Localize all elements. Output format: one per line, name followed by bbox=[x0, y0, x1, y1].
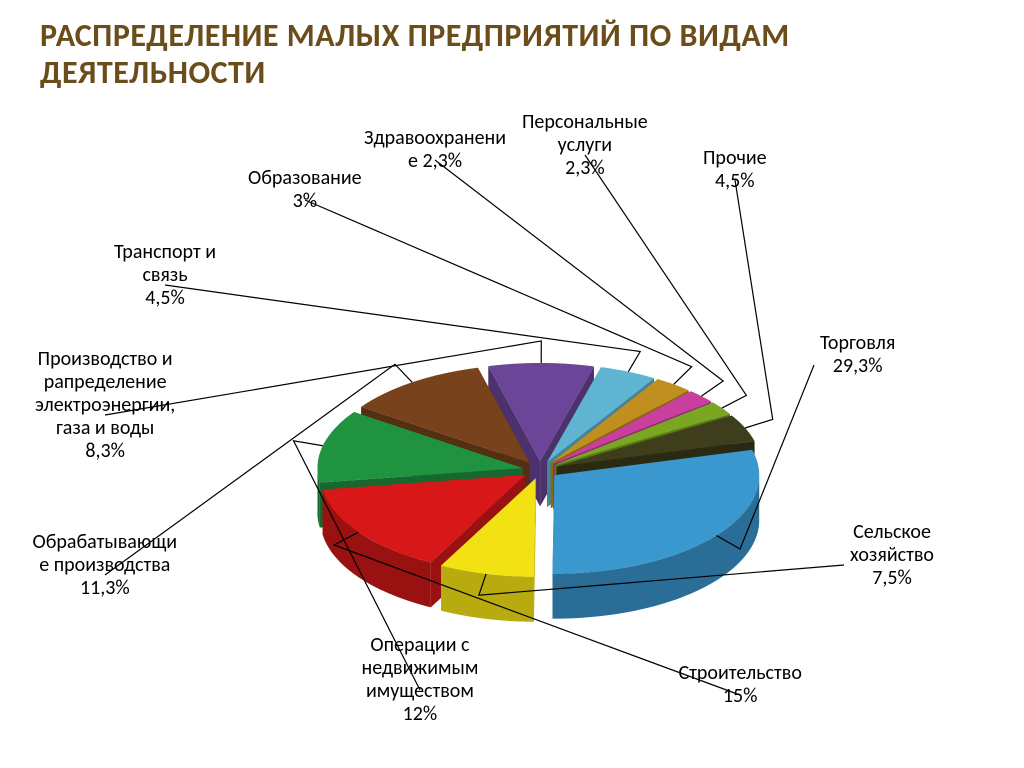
slice-label: Образование3% bbox=[248, 167, 362, 213]
chart-title: РАСПРЕДЕЛЕНИЕ МАЛЫХ ПРЕДПРИЯТИЙ ПО ВИДАМ… bbox=[40, 18, 984, 92]
slice-label: Обрабатывающие производства11,3% bbox=[33, 531, 178, 600]
slice-label: Персональныеуслуги2,3% bbox=[522, 111, 648, 180]
slice-label: Строительство15% bbox=[679, 662, 802, 708]
slice-label: Торговля29,3% bbox=[820, 332, 895, 378]
slice-label: Сельскоехозяйство7,5% bbox=[850, 521, 934, 590]
pie-chart: Торговля29,3% Сельскоехозяйство7,5% Строит… bbox=[0, 90, 1024, 750]
slice-label: Производство ирапределениеэлектроэнергии… bbox=[35, 348, 175, 463]
leader-line bbox=[165, 285, 640, 372]
slice-label: Операции снедвижимымимуществом12% bbox=[362, 634, 479, 726]
leader-line bbox=[735, 180, 773, 428]
slice-label: Транспорт исвязь4,5% bbox=[114, 241, 216, 310]
leader-line bbox=[435, 160, 723, 396]
slice-label: Прочие4,5% bbox=[703, 147, 767, 193]
slice-label: Здравоохранение 2,3% bbox=[364, 127, 506, 173]
